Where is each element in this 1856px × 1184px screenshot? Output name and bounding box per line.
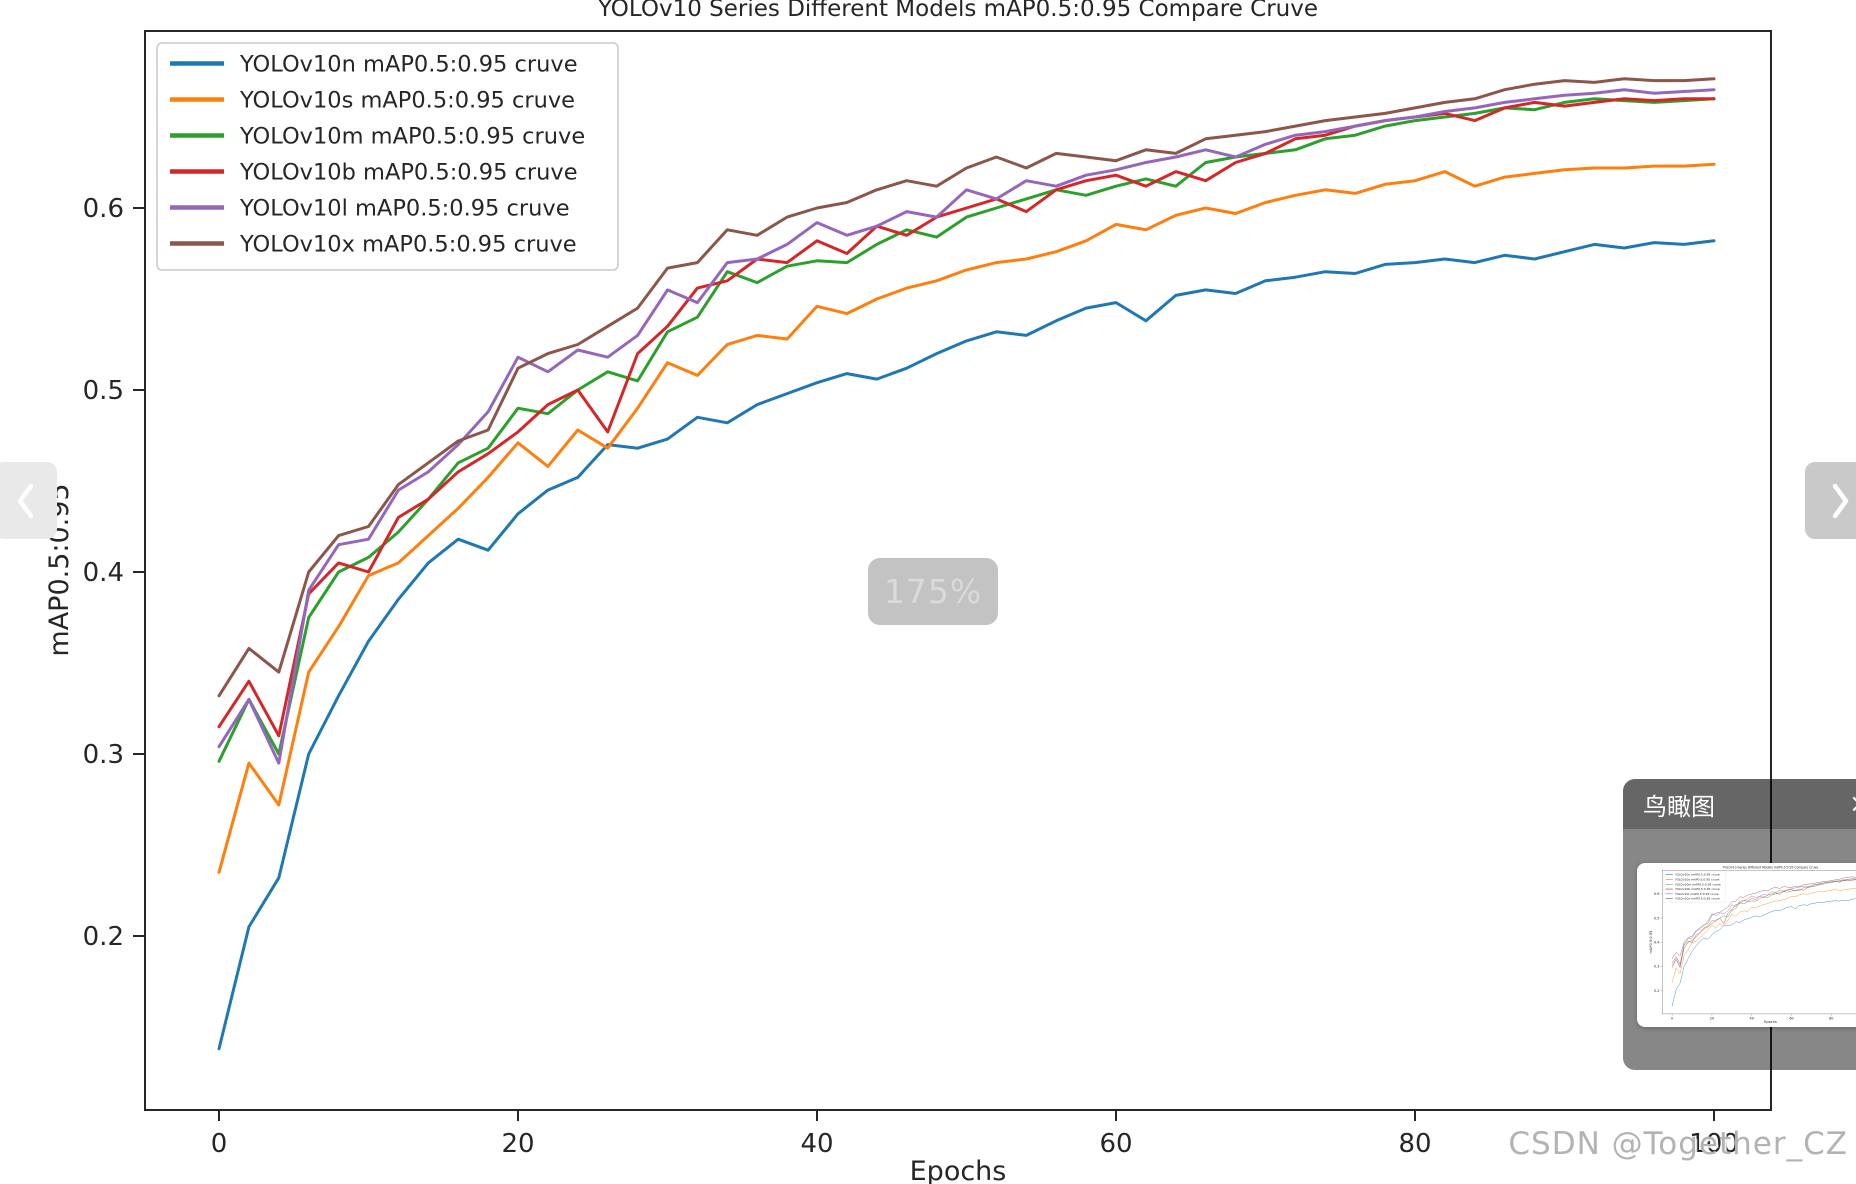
svg-text:20: 20	[1710, 1017, 1714, 1021]
svg-text:0.4: 0.4	[1654, 941, 1660, 945]
svg-text:0: 0	[211, 1129, 228, 1159]
chevron-left-icon	[17, 483, 33, 518]
svg-text:80: 80	[1398, 1129, 1431, 1159]
svg-text:0.2: 0.2	[83, 922, 124, 952]
svg-text:40: 40	[800, 1129, 833, 1159]
prev-image-button[interactable]	[0, 462, 57, 539]
svg-text:YOLOv10n mAP0.5:0.95 cruve: YOLOv10n mAP0.5:0.95 cruve	[239, 52, 578, 78]
svg-text:40: 40	[1750, 1017, 1754, 1021]
svg-text:100: 100	[1689, 1129, 1739, 1159]
y-axis-label: mAP0.5:0.95	[1649, 931, 1653, 954]
x-axis-label: Epochs	[910, 1156, 1007, 1184]
svg-text:0.6: 0.6	[1654, 892, 1660, 896]
x-axis-label: Epochs	[1764, 1020, 1777, 1024]
minimap-title: 鸟瞰图	[1643, 792, 1715, 821]
chevron-right-icon	[1832, 483, 1849, 518]
svg-text:0: 0	[1671, 1017, 1673, 1021]
svg-text:YOLOv10m mAP0.5:0.95 cruve: YOLOv10m mAP0.5:0.95 cruve	[1675, 882, 1721, 886]
svg-text:YOLOv10l mAP0.5:0.95 cruve: YOLOv10l mAP0.5:0.95 cruve	[1675, 892, 1719, 896]
svg-text:0.5: 0.5	[83, 376, 124, 406]
watermark: CSDN @Together_CZ	[1508, 1126, 1848, 1162]
svg-text:YOLOv10s mAP0.5:0.95 cruve: YOLOv10s mAP0.5:0.95 cruve	[1675, 878, 1720, 882]
svg-text:60: 60	[1099, 1129, 1132, 1159]
svg-text:YOLOv10b mAP0.5:0.95 cruve: YOLOv10b mAP0.5:0.95 cruve	[239, 160, 578, 186]
svg-text:0.5: 0.5	[1654, 916, 1660, 920]
chart-title: YOLOv10 Series Different Models mAP0.5:0…	[597, 0, 1318, 22]
svg-text:0.2: 0.2	[1654, 989, 1660, 993]
svg-text:0.3: 0.3	[1654, 965, 1660, 969]
svg-text:YOLOv10x mAP0.5:0.95 cruve: YOLOv10x mAP0.5:0.95 cruve	[1675, 897, 1720, 901]
minimap-panel: 鸟瞰图 × YOLOv10 Series Different Models mA…	[1623, 779, 1856, 1070]
minimap-header: 鸟瞰图 ×	[1623, 779, 1856, 829]
svg-text:0.4: 0.4	[83, 558, 124, 588]
minimap-thumbnail[interactable]: YOLOv10 Series Different Models mAP0.5:0…	[1637, 863, 1856, 1027]
svg-text:YOLOv10x mAP0.5:0.95 cruve: YOLOv10x mAP0.5:0.95 cruve	[239, 232, 577, 258]
minimap-close-button[interactable]: ×	[1849, 789, 1856, 819]
svg-text:YOLOv10s mAP0.5:0.95 cruve: YOLOv10s mAP0.5:0.95 cruve	[239, 88, 575, 114]
svg-text:80: 80	[1829, 1017, 1833, 1021]
svg-text:YOLOv10n mAP0.5:0.95 cruve: YOLOv10n mAP0.5:0.95 cruve	[1675, 873, 1720, 877]
svg-text:YOLOv10m mAP0.5:0.95 cruve: YOLOv10m mAP0.5:0.95 cruve	[239, 124, 585, 150]
svg-text:0.6: 0.6	[83, 194, 124, 224]
chart-legend: YOLOv10n mAP0.5:0.95 cruve YOLOv10s mAP0.…	[156, 42, 619, 271]
svg-text:YOLOv10b mAP0.5:0.95 cruve: YOLOv10b mAP0.5:0.95 cruve	[1675, 887, 1720, 891]
svg-text:20: 20	[501, 1129, 534, 1159]
svg-text:0.3: 0.3	[83, 740, 124, 770]
chart-title: YOLOv10 Series Different Models mAP0.5:0…	[1723, 866, 1819, 869]
zoom-level-badge: 175%	[868, 558, 998, 625]
minimap-chart-image: YOLOv10 Series Different Models mAP0.5:0…	[1649, 866, 1856, 1024]
svg-text:YOLOv10l mAP0.5:0.95 cruve: YOLOv10l mAP0.5:0.95 cruve	[239, 196, 570, 222]
next-image-button[interactable]	[1805, 462, 1856, 539]
svg-text:60: 60	[1789, 1017, 1793, 1021]
